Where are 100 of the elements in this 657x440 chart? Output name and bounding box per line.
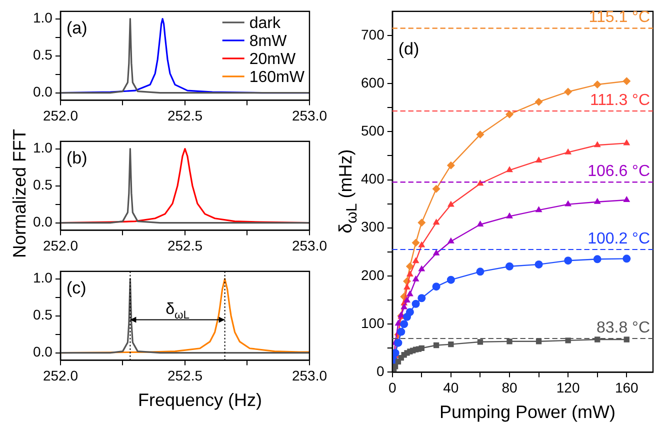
point	[477, 339, 484, 345]
point	[412, 275, 420, 282]
x-tick-label: 252.5	[167, 237, 203, 254]
legend-label: 8mW	[249, 32, 288, 50]
point	[418, 241, 426, 248]
y-tick-label: 1.0	[32, 10, 53, 26]
point	[564, 256, 572, 265]
point	[446, 161, 455, 170]
ref-line-label: 106.6 °C	[588, 163, 650, 180]
point	[432, 282, 440, 291]
point	[400, 303, 408, 310]
legend-label: 20mW	[249, 50, 296, 68]
point	[406, 270, 414, 277]
point	[476, 130, 484, 139]
point	[446, 276, 455, 284]
point	[432, 218, 440, 225]
y-tick-label: 100	[361, 314, 385, 331]
point	[412, 238, 420, 247]
point	[594, 336, 600, 342]
point	[400, 320, 408, 328]
x-tick-label: 120	[556, 379, 580, 396]
y-tick-label: 700	[361, 26, 385, 42]
x-tick-label: 252.0	[42, 237, 78, 254]
point	[506, 338, 512, 344]
x-tick-label: 40	[443, 379, 459, 396]
x-tick-label: 252.5	[167, 367, 203, 384]
point	[622, 77, 631, 86]
y-tick-label: 0.5	[32, 46, 53, 63]
point	[406, 290, 414, 296]
legend-label: 160mW	[249, 68, 306, 86]
x-tick-label: 253.0	[292, 237, 328, 254]
legend-label: dark	[249, 14, 282, 32]
x-axis-title: Frequency (Hz)	[136, 390, 264, 411]
point	[476, 268, 484, 276]
y-tick-label: 0.5	[32, 306, 53, 323]
annotation: (c)	[66, 278, 86, 298]
point	[476, 220, 484, 227]
y-tick-label: 400	[361, 170, 385, 187]
point	[565, 338, 571, 344]
point	[432, 184, 440, 193]
y-tick-label: 0.0	[32, 344, 53, 360]
x-tick-label: 160	[614, 379, 639, 396]
point	[394, 338, 402, 347]
point	[392, 348, 400, 357]
annotation: (b)	[66, 148, 88, 168]
point	[476, 180, 484, 186]
point	[593, 80, 602, 89]
point	[535, 156, 542, 163]
x-tick-label: 253.0	[292, 367, 328, 384]
y-tick-label: 200	[361, 266, 385, 283]
point	[535, 206, 542, 212]
x-tick-label: 252.5	[167, 107, 203, 124]
x-tick-label: 252.0	[42, 367, 78, 384]
point	[418, 294, 426, 302]
point	[406, 262, 414, 270]
point	[447, 200, 454, 207]
point	[593, 255, 602, 264]
point	[623, 196, 630, 202]
point	[594, 141, 601, 148]
point	[404, 284, 410, 290]
ref-line-label: 100.2 °C	[588, 230, 650, 248]
y-tick-label: 600	[361, 74, 385, 90]
point	[418, 265, 426, 272]
point	[506, 166, 513, 172]
point	[506, 262, 514, 270]
x-tick-label: 253.0	[292, 107, 328, 124]
point	[404, 296, 410, 303]
point	[412, 257, 420, 264]
point	[433, 342, 440, 348]
point	[622, 254, 631, 263]
point	[564, 200, 572, 206]
y-tick-label: 500	[361, 122, 385, 139]
x-axis-title: Pumping Power (mW)	[438, 402, 617, 423]
point	[564, 88, 572, 96]
point	[397, 328, 406, 336]
ref-line-label: 83.8 °C	[596, 320, 650, 337]
point	[447, 237, 454, 244]
point	[418, 218, 426, 227]
point	[412, 300, 420, 308]
y-tick-label: 300	[361, 218, 385, 235]
y-tick-label: 0.0	[32, 214, 53, 230]
point	[564, 148, 572, 154]
point	[406, 308, 414, 316]
x-tick-label: 252.0	[42, 107, 78, 124]
point	[432, 249, 440, 256]
ref-line-label: 111.3 °C	[590, 92, 650, 109]
y-axis-title: Normalized FFT	[10, 128, 30, 260]
point	[506, 212, 513, 218]
x-tick-label: 0	[388, 379, 396, 396]
y-tick-label: 1.0	[32, 270, 53, 286]
ref-line-label: 115.1 °C	[588, 9, 650, 26]
point	[623, 139, 630, 146]
point	[506, 110, 514, 118]
point	[534, 98, 543, 106]
point	[418, 345, 424, 351]
y-tick-label: 1.0	[32, 140, 53, 156]
point	[534, 260, 543, 268]
point	[594, 198, 601, 204]
annotation: (d)	[398, 40, 420, 59]
y-tick-label: 0.5	[32, 176, 53, 193]
